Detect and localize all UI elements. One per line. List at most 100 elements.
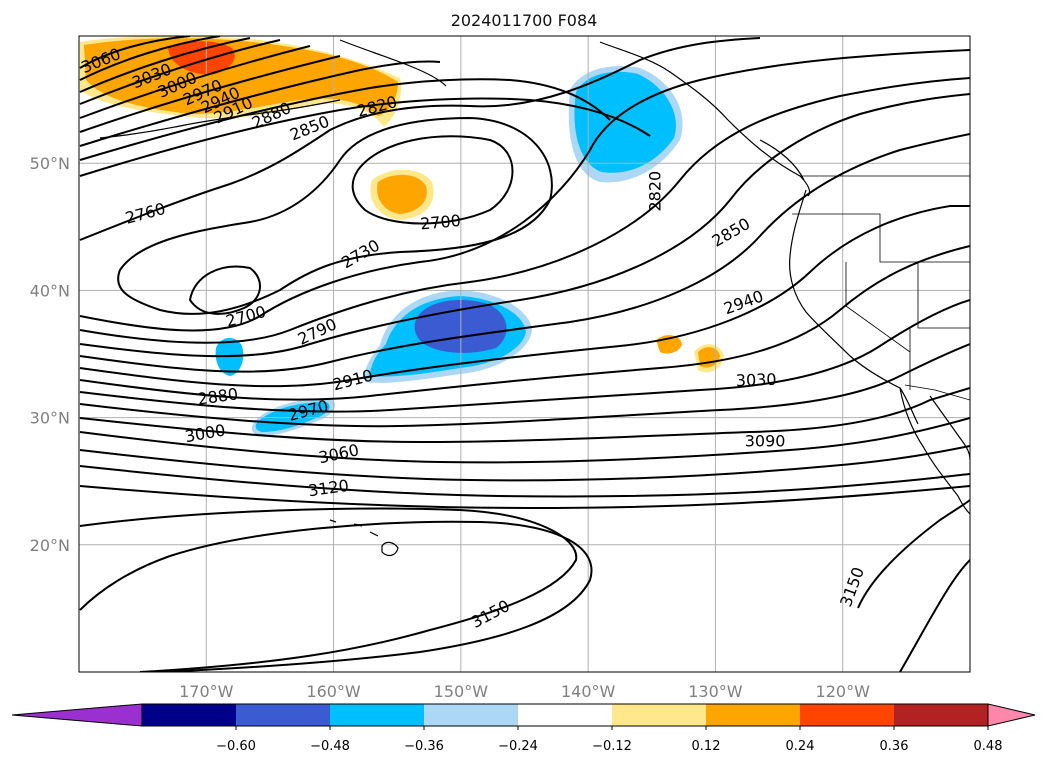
colorbar-segment <box>800 704 895 726</box>
contour-value-text: 2700 <box>419 211 461 233</box>
contour-line <box>79 60 441 147</box>
contour-line <box>79 93 970 358</box>
state-borders <box>792 213 970 390</box>
colorbar-segment <box>894 704 989 726</box>
contour-value-text: 3120 <box>307 476 350 500</box>
contour-label: 3150 <box>468 596 513 632</box>
contour-label: 2700 <box>419 211 461 233</box>
contour-line <box>79 36 191 69</box>
colorbar-segment <box>518 704 613 726</box>
contour-line <box>79 49 970 332</box>
colorbar-tick-label: 0.48 <box>974 739 1003 754</box>
colorbar-extend-high <box>987 703 1036 727</box>
contour-value-text: 3090 <box>745 431 786 450</box>
contour-line <box>79 245 970 401</box>
contour-value-text: 3150 <box>836 565 868 610</box>
longitude-tick-labels: 170°W 160°W 150°W 140°W 130°W 120°W <box>179 682 870 701</box>
contour-line <box>79 417 970 464</box>
mexico-mainland <box>929 395 970 461</box>
positive-anomaly-medium <box>84 38 398 116</box>
height-contours <box>79 36 970 672</box>
contour-line <box>79 520 593 672</box>
contour-label: 3120 <box>307 476 350 500</box>
contour-line <box>79 37 251 93</box>
longitude-tick-label: 130°W <box>688 682 743 701</box>
colorbar-tick-label: 0.36 <box>880 739 909 754</box>
contour-label: 3060 <box>317 440 361 467</box>
contour-label: 2910 <box>331 365 375 394</box>
longitude-tick-label: 120°W <box>816 682 871 701</box>
contour-line <box>79 55 341 133</box>
colorbar-tick-label: −0.48 <box>310 739 350 754</box>
us-mexico-border <box>904 384 970 401</box>
contour-line <box>79 133 970 373</box>
political-borders <box>792 175 970 401</box>
contour-line <box>79 37 761 241</box>
map-title: 2024011700 F084 <box>451 11 598 30</box>
contour-value-text: 3060 <box>317 440 361 467</box>
contour-line <box>899 559 970 672</box>
contour-line <box>857 499 970 609</box>
contour-line <box>79 45 311 119</box>
contour-label: 2820 <box>645 171 664 212</box>
contour-value-text: 2760 <box>123 199 167 228</box>
longitude-tick-label: 170°W <box>179 682 234 701</box>
contour-value-text: 3030 <box>735 370 776 390</box>
contour-line <box>79 77 970 344</box>
colorbar-segment <box>612 704 707 726</box>
aleutian-islands <box>99 99 341 139</box>
latitude-tick-label: 50°N <box>30 154 70 173</box>
contour-value-text: 3150 <box>468 596 513 632</box>
contour-value-text: 2700 <box>224 302 268 331</box>
colorbar-segment <box>330 704 425 726</box>
graticule <box>79 36 970 672</box>
contour-line <box>79 39 281 105</box>
contour-label: 2760 <box>123 199 167 228</box>
contour-label: 3030 <box>735 370 776 390</box>
longitude-tick-label: 150°W <box>434 682 489 701</box>
contour-line <box>79 97 651 177</box>
baja-california <box>899 387 970 515</box>
contour-label: 3150 <box>836 565 868 610</box>
colorbar-tick-label: 0.12 <box>692 739 721 754</box>
contour-label: 2850 <box>709 214 754 251</box>
contour-line <box>79 485 970 510</box>
colorbar-extend-low <box>11 703 143 727</box>
contour-line <box>351 135 514 225</box>
colorbar-tick-label: −0.12 <box>592 739 632 754</box>
positive-anomaly-cell-north-core <box>377 174 427 214</box>
contour-line <box>79 36 221 81</box>
contour-line <box>79 445 970 482</box>
negative-anomaly-sw <box>255 402 330 432</box>
colorbar-segment <box>236 704 331 726</box>
contour-value-text: 2820 <box>645 171 664 212</box>
colorbar-segment <box>424 704 519 726</box>
contour-value-text: 3000 <box>183 420 226 446</box>
contour-line <box>79 299 970 413</box>
colorbar-tick-label: −0.24 <box>498 739 538 754</box>
contour-label: 3000 <box>183 420 226 446</box>
contour-line <box>188 265 261 315</box>
alaska-coast-southeast <box>599 41 811 197</box>
latitude-tick-labels: 50°N 40°N 30°N 20°N <box>30 154 70 555</box>
contour-line <box>79 343 970 428</box>
west-coast-us <box>789 189 919 425</box>
contour-label: 2880 <box>196 384 239 408</box>
contour-line <box>79 507 578 672</box>
contour-value-text: 2880 <box>196 384 239 408</box>
contour-line <box>79 205 970 388</box>
contour-value-text: 2730 <box>338 236 383 273</box>
map-plot-area: 3060 303030002970294029102880285028202820… <box>79 36 970 672</box>
anomaly-shading <box>80 36 724 436</box>
colorbar-tick-label: −0.60 <box>216 739 256 754</box>
colorbar-tick-label: 0.24 <box>786 739 815 754</box>
longitude-tick-label: 160°W <box>306 682 361 701</box>
colorbar-segment <box>142 704 237 726</box>
latitude-tick-label: 20°N <box>30 536 70 555</box>
contour-line <box>79 465 970 498</box>
contour-label: 3090 <box>745 431 786 450</box>
contour-label: 2700 <box>224 302 268 331</box>
contour-value-text: 2910 <box>331 365 375 394</box>
colorbar-frame <box>141 703 989 727</box>
